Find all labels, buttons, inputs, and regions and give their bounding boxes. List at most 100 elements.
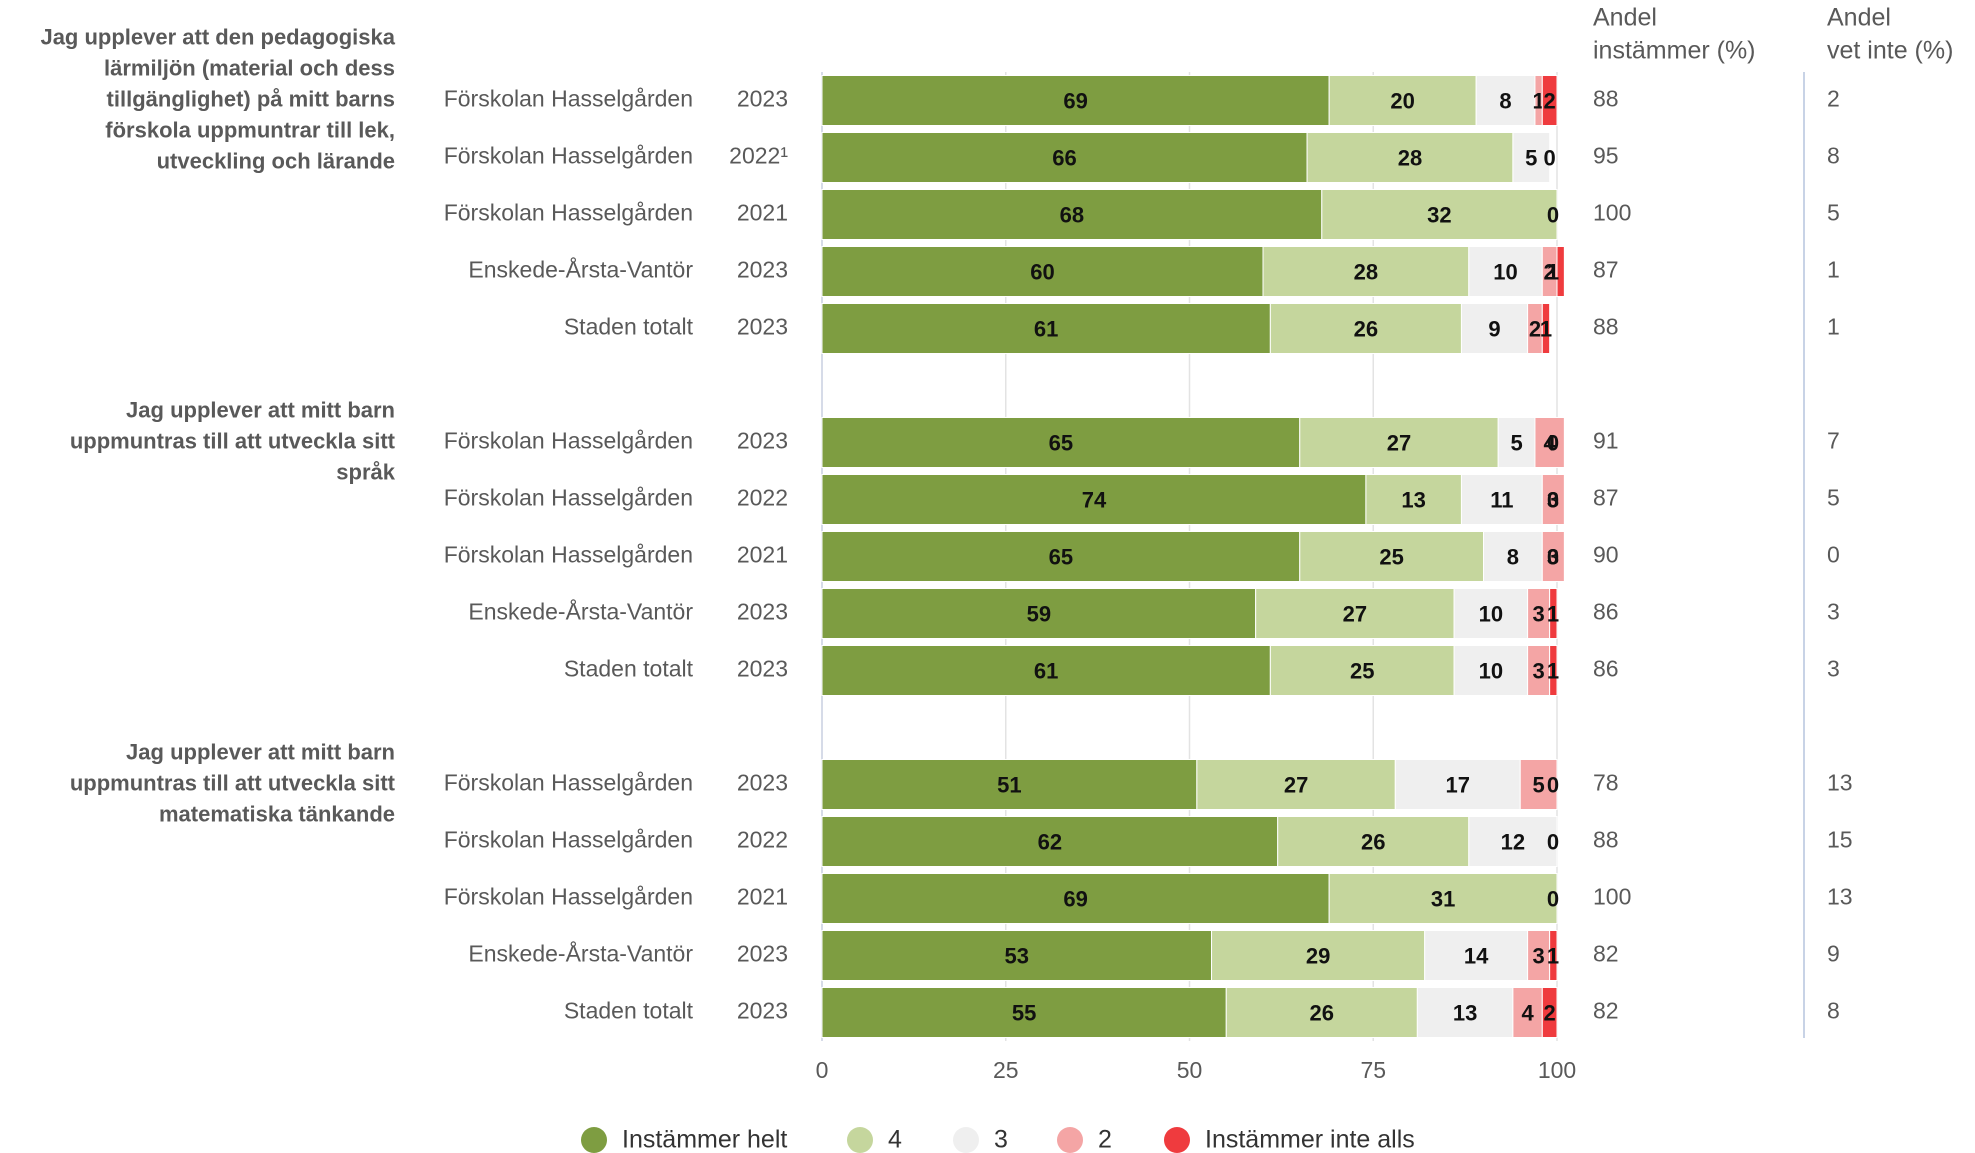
year-label: 2023	[737, 998, 788, 1024]
legend-marker	[953, 1127, 979, 1153]
bar-segment	[821, 75, 1330, 126]
legend-marker	[1057, 1127, 1083, 1153]
bar-segment	[1269, 303, 1462, 354]
category-label: Enskede-Årsta-Vantör	[468, 598, 693, 625]
value-label: 5	[1533, 772, 1545, 797]
bar-segment	[821, 303, 1271, 354]
column-value: 2	[1827, 86, 1840, 112]
value-label: 3	[1547, 544, 1559, 569]
value-label: 5	[1510, 430, 1522, 455]
year-label: 2021	[737, 200, 788, 226]
bar-segment	[1512, 987, 1543, 1038]
value-label: 0	[1547, 487, 1559, 512]
column-value: 13	[1827, 884, 1853, 910]
column-value: 7	[1827, 428, 1840, 454]
year-label: 2022	[737, 485, 788, 511]
question-label: uppmuntras till att utveckla sitt	[70, 428, 396, 453]
legend-label: 2	[1098, 1126, 1112, 1153]
value-label: 26	[1354, 316, 1378, 341]
x-tick-label: 100	[1538, 1057, 1576, 1083]
value-label: 3	[1533, 658, 1545, 683]
value-label: 27	[1387, 430, 1411, 455]
column-value: 0	[1827, 542, 1840, 568]
bar-segment	[1460, 303, 1529, 354]
value-label: 10	[1479, 658, 1503, 683]
value-label: 20	[1390, 88, 1414, 113]
value-label: 0	[1544, 145, 1556, 170]
column-value: 5	[1827, 200, 1840, 226]
value-label: 0	[1547, 772, 1559, 797]
bar-segment	[1468, 816, 1558, 867]
value-label: 1	[1533, 88, 1545, 113]
category-label: Förskolan Hasselgården	[444, 428, 693, 454]
value-label: 59	[1027, 601, 1051, 626]
value-label: 1	[1547, 259, 1559, 284]
legend-marker	[1164, 1127, 1190, 1153]
column-value: 15	[1827, 827, 1853, 853]
column-value: 90	[1593, 542, 1619, 568]
bar-segment	[821, 873, 1330, 924]
value-label: 5	[1525, 145, 1537, 170]
value-label: 51	[997, 772, 1021, 797]
bar-segment	[1483, 531, 1543, 582]
bar-segment	[1541, 75, 1558, 126]
category-label: Staden totalt	[564, 656, 694, 682]
value-label: 26	[1361, 829, 1385, 854]
bar-segment	[1269, 645, 1455, 696]
bar-segment	[1549, 645, 1558, 696]
value-label: 25	[1350, 658, 1374, 683]
column-value: 5	[1827, 485, 1840, 511]
column-value: 9	[1827, 941, 1840, 967]
value-label: 1	[1547, 601, 1559, 626]
bar-segment	[1211, 930, 1426, 981]
column-value: 13	[1827, 770, 1853, 796]
category-label: Staden totalt	[564, 998, 694, 1024]
value-label: 3	[1547, 487, 1559, 512]
value-label: 3	[1533, 601, 1545, 626]
bar-segment	[821, 645, 1271, 696]
category-label: Förskolan Hasselgården	[444, 884, 693, 910]
value-label: 28	[1398, 145, 1422, 170]
value-label: 65	[1049, 430, 1073, 455]
bar-segment	[1512, 132, 1551, 183]
bar-segment	[1534, 417, 1565, 468]
bar-segment	[821, 930, 1213, 981]
question-label: Jag upplever att den pedagogiska	[40, 24, 395, 49]
year-label: 2023	[737, 86, 788, 112]
value-label: 74	[1082, 487, 1107, 512]
column-value: 100	[1593, 884, 1631, 910]
year-label: 2023	[737, 656, 788, 682]
value-label: 66	[1052, 145, 1076, 170]
category-label: Förskolan Hasselgården	[444, 143, 693, 169]
value-label: 10	[1479, 601, 1503, 626]
question-label: matematiska tänkande	[159, 801, 395, 826]
bar-segment	[1453, 588, 1529, 639]
column-value: 82	[1593, 998, 1619, 1024]
bar-segment	[1541, 987, 1558, 1038]
legend-marker	[847, 1127, 873, 1153]
question-label: uppmuntras till att utveckla sitt	[70, 770, 396, 795]
category-label: Förskolan Hasselgården	[444, 542, 693, 568]
value-label: 61	[1034, 316, 1058, 341]
value-label: 1	[1547, 658, 1559, 683]
value-label: 61	[1034, 658, 1058, 683]
column-value: 1	[1827, 257, 1840, 283]
column-value: 88	[1593, 827, 1619, 853]
bar-segment	[1497, 417, 1536, 468]
bar-segment	[821, 759, 1198, 810]
value-label: 12	[1501, 829, 1525, 854]
bar-segment	[1519, 759, 1558, 810]
value-label: 2	[1544, 88, 1556, 113]
category-label: Förskolan Hasselgården	[444, 485, 693, 511]
column-value: 3	[1827, 599, 1840, 625]
bar-segment	[821, 417, 1301, 468]
bar-segment	[821, 987, 1227, 1038]
value-label: 3	[1533, 943, 1545, 968]
legend-marker	[581, 1127, 607, 1153]
column-value: 91	[1593, 428, 1619, 454]
bar-segment	[1556, 246, 1565, 297]
value-label: 26	[1310, 1000, 1334, 1025]
column-header: Andel	[1827, 4, 1891, 32]
value-label: 8	[1499, 88, 1511, 113]
